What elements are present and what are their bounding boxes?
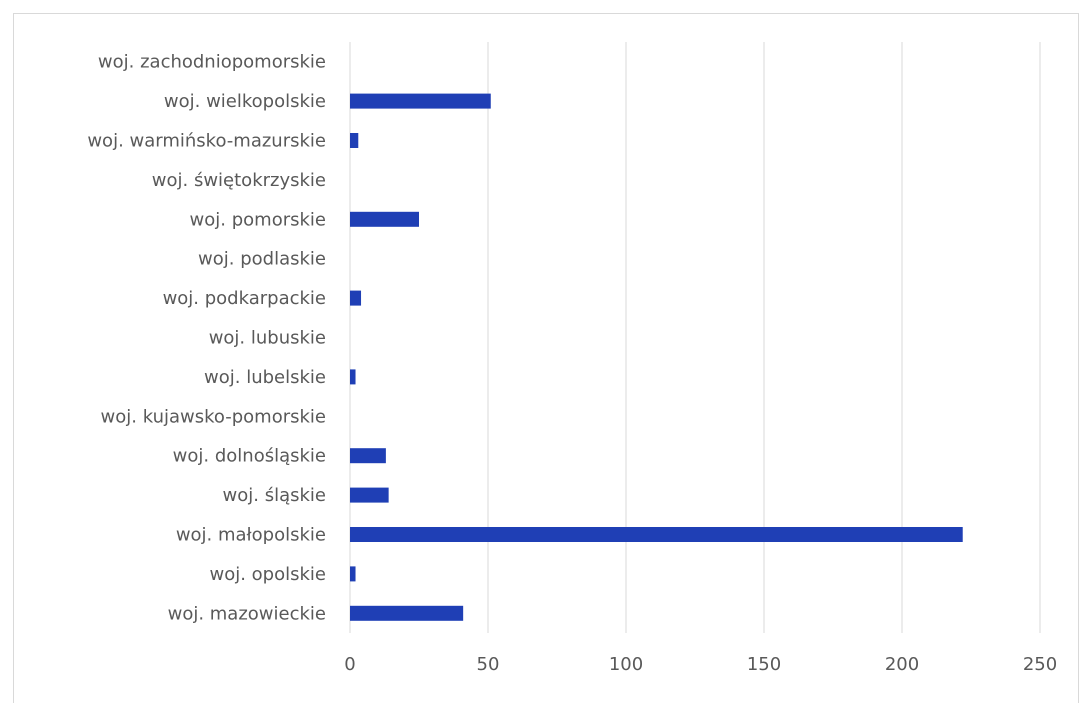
bar	[350, 448, 386, 464]
category-label: woj. zachodniopomorskie	[98, 52, 326, 73]
category-label: woj. śląskie	[223, 485, 326, 506]
category-label: woj. podlaskie	[198, 249, 326, 270]
x-tick-label: 100	[609, 654, 643, 675]
category-label: woj. mazowieckie	[168, 603, 326, 624]
category-label: woj. małopolskie	[176, 525, 326, 546]
category-label: woj. dolnośląskie	[173, 446, 326, 467]
x-tick-label: 0	[344, 654, 355, 675]
bars	[350, 93, 963, 621]
category-label: woj. opolskie	[209, 564, 326, 585]
category-label: woj. wielkopolskie	[164, 91, 326, 112]
chart-frame	[13, 13, 1079, 703]
bar	[350, 527, 963, 542]
bar	[350, 605, 464, 621]
category-label: woj. świętokrzyskie	[152, 170, 326, 191]
bar	[350, 290, 362, 306]
bar	[350, 487, 389, 503]
x-tick-labels: 0 50 100 150 200 250	[344, 654, 1057, 675]
bar	[350, 369, 356, 385]
category-labels: woj. zachodniopomorskie woj. wielkopolski…	[87, 52, 326, 625]
bar	[350, 211, 419, 227]
x-tick-label: 150	[747, 654, 781, 675]
category-label: woj. lubelskie	[204, 367, 326, 388]
x-tick-label: 250	[1023, 654, 1057, 675]
category-label: woj. podkarpackie	[163, 288, 326, 309]
bar	[350, 133, 359, 148]
bar	[350, 566, 356, 582]
x-tick-label: 200	[885, 654, 919, 675]
category-label: woj. lubuskie	[209, 328, 326, 349]
bar	[350, 93, 491, 109]
category-label: woj. kujawsko-pomorskie	[101, 406, 326, 427]
gridlines	[349, 42, 1041, 633]
category-label: woj. warmińsko-mazurskie	[87, 131, 326, 152]
x-tick-label: 50	[477, 654, 500, 675]
category-label: woj. pomorskie	[190, 209, 326, 230]
